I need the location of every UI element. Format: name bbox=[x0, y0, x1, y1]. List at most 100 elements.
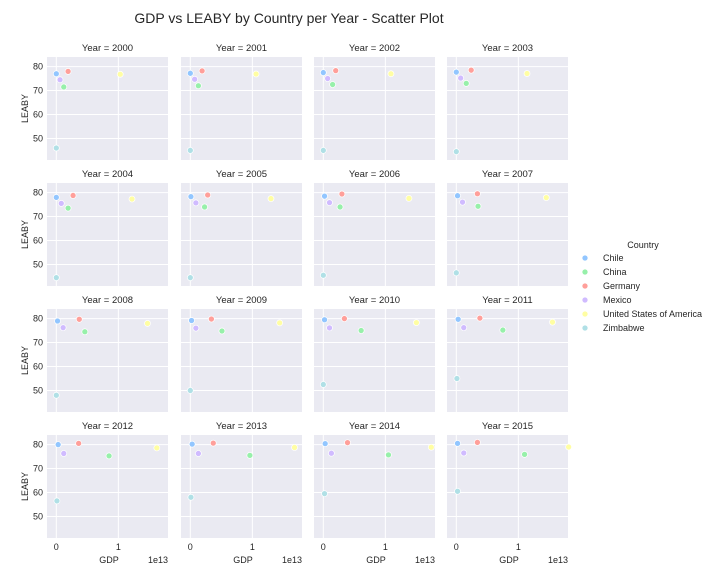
panel-background bbox=[447, 309, 568, 412]
point-china bbox=[521, 451, 528, 458]
point-united-states-of-america bbox=[387, 70, 395, 78]
legend-label: United States of America bbox=[603, 309, 702, 319]
panel-title: Year = 2015 bbox=[482, 421, 533, 432]
panel-background bbox=[314, 309, 435, 412]
panel-title: Year = 2001 bbox=[216, 43, 267, 54]
panels-group: 50 60 70 80 Year = 2000 LEABY Year = 2001 Year … bbox=[20, 43, 572, 565]
point-united-states-of-america bbox=[413, 319, 420, 327]
point-chile bbox=[52, 70, 60, 78]
point-zimbabwe bbox=[52, 274, 60, 281]
legend-marker bbox=[581, 254, 589, 262]
point-mexico bbox=[195, 450, 202, 457]
point-china bbox=[499, 326, 507, 334]
point-china bbox=[195, 82, 202, 90]
panel-title: Year = 2006 bbox=[349, 169, 400, 180]
point-mexico bbox=[324, 75, 332, 82]
panel-2001: Year = 2001 bbox=[181, 43, 302, 160]
panel-title: Year = 2002 bbox=[349, 43, 400, 54]
y-axis-label: LEABY bbox=[20, 220, 30, 249]
point-zimbabwe bbox=[453, 375, 461, 382]
x-tick-label: 0 bbox=[188, 542, 193, 552]
point-china bbox=[385, 451, 392, 459]
y-tick-label: 50 bbox=[33, 259, 43, 269]
point-united-states-of-america bbox=[144, 320, 151, 327]
point-united-states-of-america bbox=[549, 318, 556, 326]
y-tick-label: 70 bbox=[33, 464, 43, 474]
legend-label: Germany bbox=[603, 281, 641, 291]
panel-2013: 0 1 Year = 2013 GDP 1e13 bbox=[181, 421, 302, 565]
y-axis-label: LEABY bbox=[20, 472, 30, 501]
y-tick-label: 70 bbox=[33, 338, 43, 348]
point-chile bbox=[321, 192, 328, 200]
x-offset-label: 1e13 bbox=[148, 555, 168, 565]
point-zimbabwe bbox=[52, 144, 60, 152]
point-chile bbox=[452, 68, 460, 76]
point-germany bbox=[332, 67, 340, 75]
point-mexico bbox=[192, 324, 200, 332]
point-mexico bbox=[460, 324, 468, 332]
legend: Country Chile China Germany Mexico United St… bbox=[581, 240, 702, 333]
point-chile bbox=[454, 315, 462, 323]
point-china bbox=[81, 328, 89, 336]
y-tick-label: 80 bbox=[33, 62, 43, 72]
point-mexico bbox=[191, 75, 199, 83]
panel-title: Year = 2007 bbox=[482, 169, 533, 180]
point-mexico bbox=[459, 198, 466, 206]
x-tick-label: 0 bbox=[321, 542, 326, 552]
x-axis-label: GDP bbox=[99, 555, 119, 565]
point-mexico bbox=[326, 324, 333, 332]
panel-2000: 50 60 70 80 Year = 2000 LEABY bbox=[20, 43, 168, 160]
point-germany bbox=[344, 439, 351, 447]
point-chile bbox=[186, 69, 194, 77]
panel-background bbox=[47, 435, 168, 538]
point-united-states-of-america bbox=[153, 444, 161, 452]
x-axis-label: GDP bbox=[366, 555, 386, 565]
point-mexico bbox=[328, 449, 335, 457]
point-mexico bbox=[57, 200, 65, 207]
point-united-states-of-america bbox=[427, 443, 435, 451]
legend-label: Mexico bbox=[603, 295, 632, 305]
point-china bbox=[60, 83, 68, 91]
point-mexico bbox=[460, 449, 468, 457]
x-axis-label: GDP bbox=[499, 555, 519, 565]
panel-background bbox=[181, 183, 302, 286]
panel-2006: Year = 2006 bbox=[314, 169, 435, 286]
point-zimbabwe bbox=[319, 271, 327, 279]
x-tick-label: 1 bbox=[250, 542, 255, 552]
point-china bbox=[201, 203, 208, 211]
point-united-states-of-america bbox=[267, 195, 275, 202]
point-mexico bbox=[59, 324, 67, 332]
point-zimbabwe bbox=[52, 391, 60, 399]
y-tick-label: 70 bbox=[33, 86, 43, 96]
point-united-states-of-america bbox=[116, 70, 124, 78]
point-chile bbox=[54, 441, 62, 448]
point-united-states-of-america bbox=[565, 443, 572, 451]
legend-label: Chile bbox=[603, 253, 624, 263]
point-chile bbox=[321, 316, 328, 324]
legend-marker bbox=[581, 282, 589, 290]
point-zimbabwe bbox=[53, 497, 61, 505]
y-tick-label: 60 bbox=[33, 361, 43, 371]
point-germany bbox=[64, 68, 72, 75]
point-chile bbox=[188, 317, 195, 324]
point-zimbabwe bbox=[319, 381, 327, 388]
point-zimbabwe bbox=[319, 147, 327, 154]
point-germany bbox=[209, 439, 217, 447]
panel-2011: Year = 2011 bbox=[447, 295, 568, 412]
point-germany bbox=[75, 315, 83, 323]
x-tick-label: 0 bbox=[454, 542, 459, 552]
y-tick-label: 50 bbox=[33, 385, 43, 395]
point-united-states-of-america bbox=[128, 195, 136, 203]
point-germany bbox=[476, 314, 484, 322]
panel-2003: Year = 2003 bbox=[447, 43, 568, 160]
panel-title: Year = 2012 bbox=[82, 421, 133, 432]
point-germany bbox=[75, 440, 82, 447]
point-germany bbox=[341, 315, 348, 322]
point-china bbox=[329, 81, 336, 88]
point-germany bbox=[338, 190, 346, 198]
point-germany bbox=[204, 191, 212, 199]
panel-title: Year = 2010 bbox=[349, 295, 400, 306]
point-china bbox=[357, 327, 365, 334]
x-tick-label: 1 bbox=[383, 542, 388, 552]
